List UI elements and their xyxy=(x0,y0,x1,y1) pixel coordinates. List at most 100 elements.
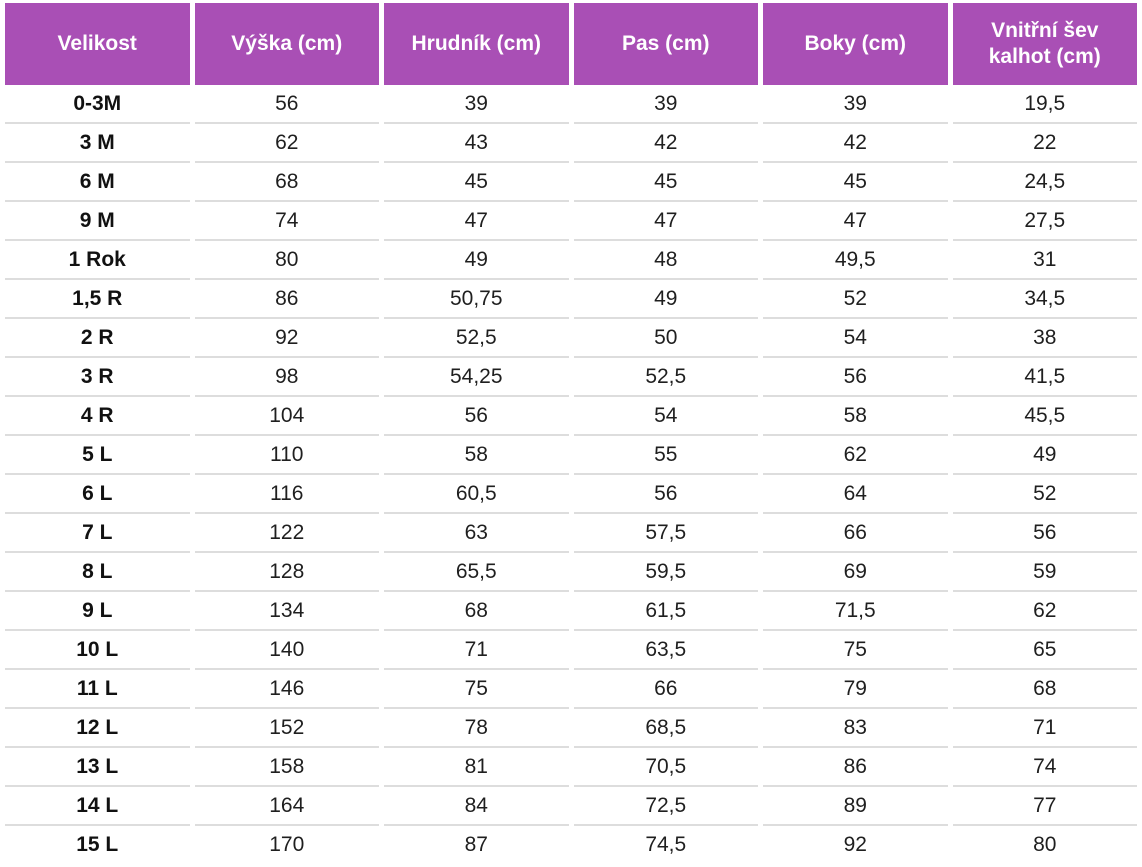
value-cell: 68 xyxy=(194,163,379,202)
value-cell: 65 xyxy=(952,631,1137,670)
value-cell: 75 xyxy=(384,670,569,709)
size-cell: 0-3M xyxy=(5,85,190,124)
table-row: 6 L 116 60,5 56 64 52 xyxy=(5,475,1137,514)
value-cell: 63 xyxy=(384,514,569,553)
column-header-1: Výška (cm) xyxy=(194,3,379,85)
value-cell: 56 xyxy=(573,475,758,514)
size-cell: 8 L xyxy=(5,553,190,592)
value-cell: 59 xyxy=(952,553,1137,592)
value-cell: 50 xyxy=(573,319,758,358)
value-cell: 75 xyxy=(763,631,948,670)
value-cell: 19,5 xyxy=(952,85,1137,124)
table-row: 9 M 74 47 47 47 27,5 xyxy=(5,202,1137,241)
value-cell: 62 xyxy=(194,124,379,163)
value-cell: 56 xyxy=(763,358,948,397)
value-cell: 56 xyxy=(384,397,569,436)
value-cell: 89 xyxy=(763,787,948,826)
value-cell: 57,5 xyxy=(573,514,758,553)
value-cell: 68,5 xyxy=(573,709,758,748)
value-cell: 64 xyxy=(763,475,948,514)
value-cell: 39 xyxy=(573,85,758,124)
value-cell: 80 xyxy=(194,241,379,280)
value-cell: 58 xyxy=(763,397,948,436)
value-cell: 61,5 xyxy=(573,592,758,631)
value-cell: 140 xyxy=(194,631,379,670)
value-cell: 49 xyxy=(573,280,758,319)
table-row: 15 L 170 87 74,5 92 80 xyxy=(5,826,1137,863)
value-cell: 52,5 xyxy=(573,358,758,397)
value-cell: 104 xyxy=(194,397,379,436)
size-cell: 13 L xyxy=(5,748,190,787)
size-cell: 6 M xyxy=(5,163,190,202)
value-cell: 54 xyxy=(763,319,948,358)
value-cell: 24,5 xyxy=(952,163,1137,202)
table-row: 9 L 134 68 61,5 71,5 62 xyxy=(5,592,1137,631)
value-cell: 65,5 xyxy=(384,553,569,592)
value-cell: 71 xyxy=(384,631,569,670)
value-cell: 134 xyxy=(194,592,379,631)
table-row: 14 L 164 84 72,5 89 77 xyxy=(5,787,1137,826)
table-row: 7 L 122 63 57,5 66 56 xyxy=(5,514,1137,553)
value-cell: 170 xyxy=(269,832,305,856)
value-cell: 54,25 xyxy=(384,358,569,397)
value-cell: 66 xyxy=(763,514,948,553)
value-cell: 55 xyxy=(573,436,758,475)
table-row: 5 L 110 58 55 62 49 xyxy=(5,436,1137,475)
table-row: 10 L 140 71 63,5 75 65 xyxy=(5,631,1137,670)
value-cell: 74 xyxy=(194,202,379,241)
value-cell: 49 xyxy=(384,241,569,280)
size-cell: 11 L xyxy=(5,670,190,709)
size-cell: 12 L xyxy=(5,709,190,748)
table-row: 3 M 62 43 42 42 22 xyxy=(5,124,1137,163)
value-cell: 68 xyxy=(952,670,1137,709)
value-cell: 128 xyxy=(194,553,379,592)
value-cell: 62 xyxy=(763,436,948,475)
value-cell: 49,5 xyxy=(763,241,948,280)
size-cell: 2 R xyxy=(5,319,190,358)
value-cell: 54 xyxy=(573,397,758,436)
size-cell: 3 M xyxy=(5,124,190,163)
value-cell: 69 xyxy=(763,553,948,592)
value-cell: 52 xyxy=(952,475,1137,514)
value-cell: 83 xyxy=(763,709,948,748)
value-cell: 84 xyxy=(384,787,569,826)
value-cell: 52 xyxy=(763,280,948,319)
value-cell: 72,5 xyxy=(573,787,758,826)
table-row: 1 Rok 80 49 48 49,5 31 xyxy=(5,241,1137,280)
value-cell: 45 xyxy=(384,163,569,202)
table-row: 12 L 152 78 68,5 83 71 xyxy=(5,709,1137,748)
value-cell: 74 xyxy=(952,748,1137,787)
value-cell: 60,5 xyxy=(384,475,569,514)
table-body: 0-3M 56 39 39 39 19,5 3 M 62 43 42 42 22 6 M 68 45 45 45… xyxy=(5,85,1137,863)
value-cell: 92 xyxy=(843,832,867,856)
value-cell: 34,5 xyxy=(952,280,1137,319)
value-cell: 58 xyxy=(384,436,569,475)
value-cell: 41,5 xyxy=(952,358,1137,397)
size-chart-table: Velikost Výška (cm) Hrudník (cm) Pas (cm) Bo… xyxy=(0,3,1142,863)
value-cell: 78 xyxy=(384,709,569,748)
table-row: 13 L 158 81 70,5 86 74 xyxy=(5,748,1137,787)
value-cell: 86 xyxy=(763,748,948,787)
value-cell: 86 xyxy=(194,280,379,319)
value-cell: 122 xyxy=(194,514,379,553)
value-cell: 47 xyxy=(384,202,569,241)
value-cell: 158 xyxy=(194,748,379,787)
value-cell: 63,5 xyxy=(573,631,758,670)
value-cell: 59,5 xyxy=(573,553,758,592)
value-cell: 38 xyxy=(952,319,1137,358)
table-row: 3 R 98 54,25 52,5 56 41,5 xyxy=(5,358,1137,397)
value-cell: 31 xyxy=(952,241,1137,280)
value-cell: 50,75 xyxy=(384,280,569,319)
value-cell: 42 xyxy=(573,124,758,163)
column-header-3: Pas (cm) xyxy=(573,3,758,85)
size-cell: 6 L xyxy=(5,475,190,514)
value-cell: 80 xyxy=(1033,832,1057,856)
size-cell: 5 L xyxy=(5,436,190,475)
value-cell: 77 xyxy=(952,787,1137,826)
size-cell: 9 M xyxy=(5,202,190,241)
value-cell: 68 xyxy=(384,592,569,631)
value-cell: 42 xyxy=(763,124,948,163)
value-cell: 39 xyxy=(763,85,948,124)
value-cell: 81 xyxy=(384,748,569,787)
header-row: Velikost Výška (cm) Hrudník (cm) Pas (cm) Bo… xyxy=(5,3,1137,85)
